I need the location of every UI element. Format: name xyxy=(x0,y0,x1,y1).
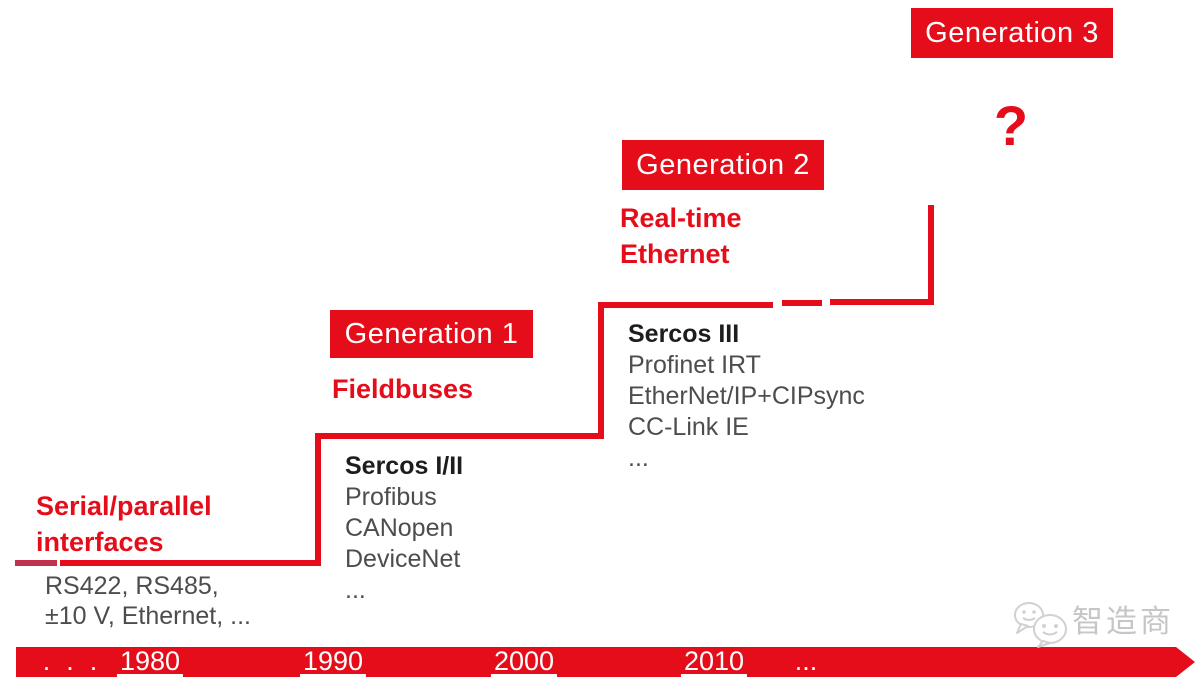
gen2-list-item: ... xyxy=(628,444,649,472)
gen2-category-line1: Real-time xyxy=(620,203,742,233)
gen0-list-item: RS422, RS485, xyxy=(45,572,219,600)
generation-1-box: Generation 1 xyxy=(330,310,533,358)
gen0-category-label: Serial/parallel interfaces xyxy=(36,488,212,560)
timeline-label-1980: 1980 xyxy=(116,648,184,677)
step-line-gen2-dash xyxy=(782,300,822,306)
gen0-category-line1: Serial/parallel xyxy=(36,491,212,521)
step-line-gen1-vertical xyxy=(315,433,321,566)
timeline-label-2010: 2010 xyxy=(680,648,748,677)
step-line-gen1-horizontal xyxy=(315,433,604,439)
timeline-arrowhead-icon xyxy=(1176,647,1195,677)
generation-3-question-mark: ? xyxy=(993,94,1029,157)
gen2-list-item: CC-Link IE xyxy=(628,413,749,441)
gen2-protocol-list: Sercos III Profinet IRT EtherNet/IP+CIPs… xyxy=(628,319,865,474)
step-line-gen3-vertical xyxy=(928,205,934,305)
step-line-gen2-horizontal xyxy=(598,302,773,308)
step-line-dash-left xyxy=(15,560,57,566)
gen1-list-item: Profibus xyxy=(345,483,437,511)
gen1-list-item: ... xyxy=(345,576,366,604)
gen1-list-header: Sercos I/II xyxy=(345,452,464,480)
timeline-label-2000: 2000 xyxy=(490,648,558,677)
timeline-label-ellipsis-right: ... xyxy=(794,646,818,676)
gen2-list-item: EtherNet/IP+CIPsync xyxy=(628,382,865,410)
generation-2-label: Generation 2 xyxy=(636,148,810,181)
generation-2-box: Generation 2 xyxy=(622,140,824,190)
gen1-list-item: CANopen xyxy=(345,514,454,542)
gen1-list-item: DeviceNet xyxy=(345,545,461,573)
gen0-category-line2: interfaces xyxy=(36,527,164,557)
generation-3-label: Generation 3 xyxy=(925,16,1099,49)
step-line-gen3-horizontal xyxy=(830,299,934,305)
gen2-list-header: Sercos III xyxy=(628,320,740,348)
gen0-protocol-list: RS422, RS485, ±10 V, Ethernet, ... xyxy=(45,571,251,631)
gen2-category-line2: Ethernet xyxy=(620,239,730,269)
timeline-label-ellipsis-left: ... xyxy=(42,646,114,676)
gen1-category-label: Fieldbuses xyxy=(332,371,473,407)
wechat-bubbles-icon xyxy=(1014,602,1067,648)
generation-3-box: Generation 3 xyxy=(911,8,1113,58)
gen2-category-label: Real-time Ethernet xyxy=(620,200,742,272)
generation-1-label: Generation 1 xyxy=(344,317,519,350)
watermark-text: 智造商 xyxy=(1072,604,1174,639)
gen0-list-item: ±10 V, Ethernet, ... xyxy=(45,602,251,630)
timeline-bar xyxy=(16,647,1176,677)
step-line-gen0-horizontal xyxy=(60,560,321,566)
step-line-gen2-vertical xyxy=(598,302,604,439)
gen1-category-line1: Fieldbuses xyxy=(332,374,474,404)
timeline-label-1990: 1990 xyxy=(299,648,367,677)
gen1-protocol-list: Sercos I/II Profibus CANopen DeviceNet .… xyxy=(345,451,463,606)
gen2-list-item: Profinet IRT xyxy=(628,351,761,379)
